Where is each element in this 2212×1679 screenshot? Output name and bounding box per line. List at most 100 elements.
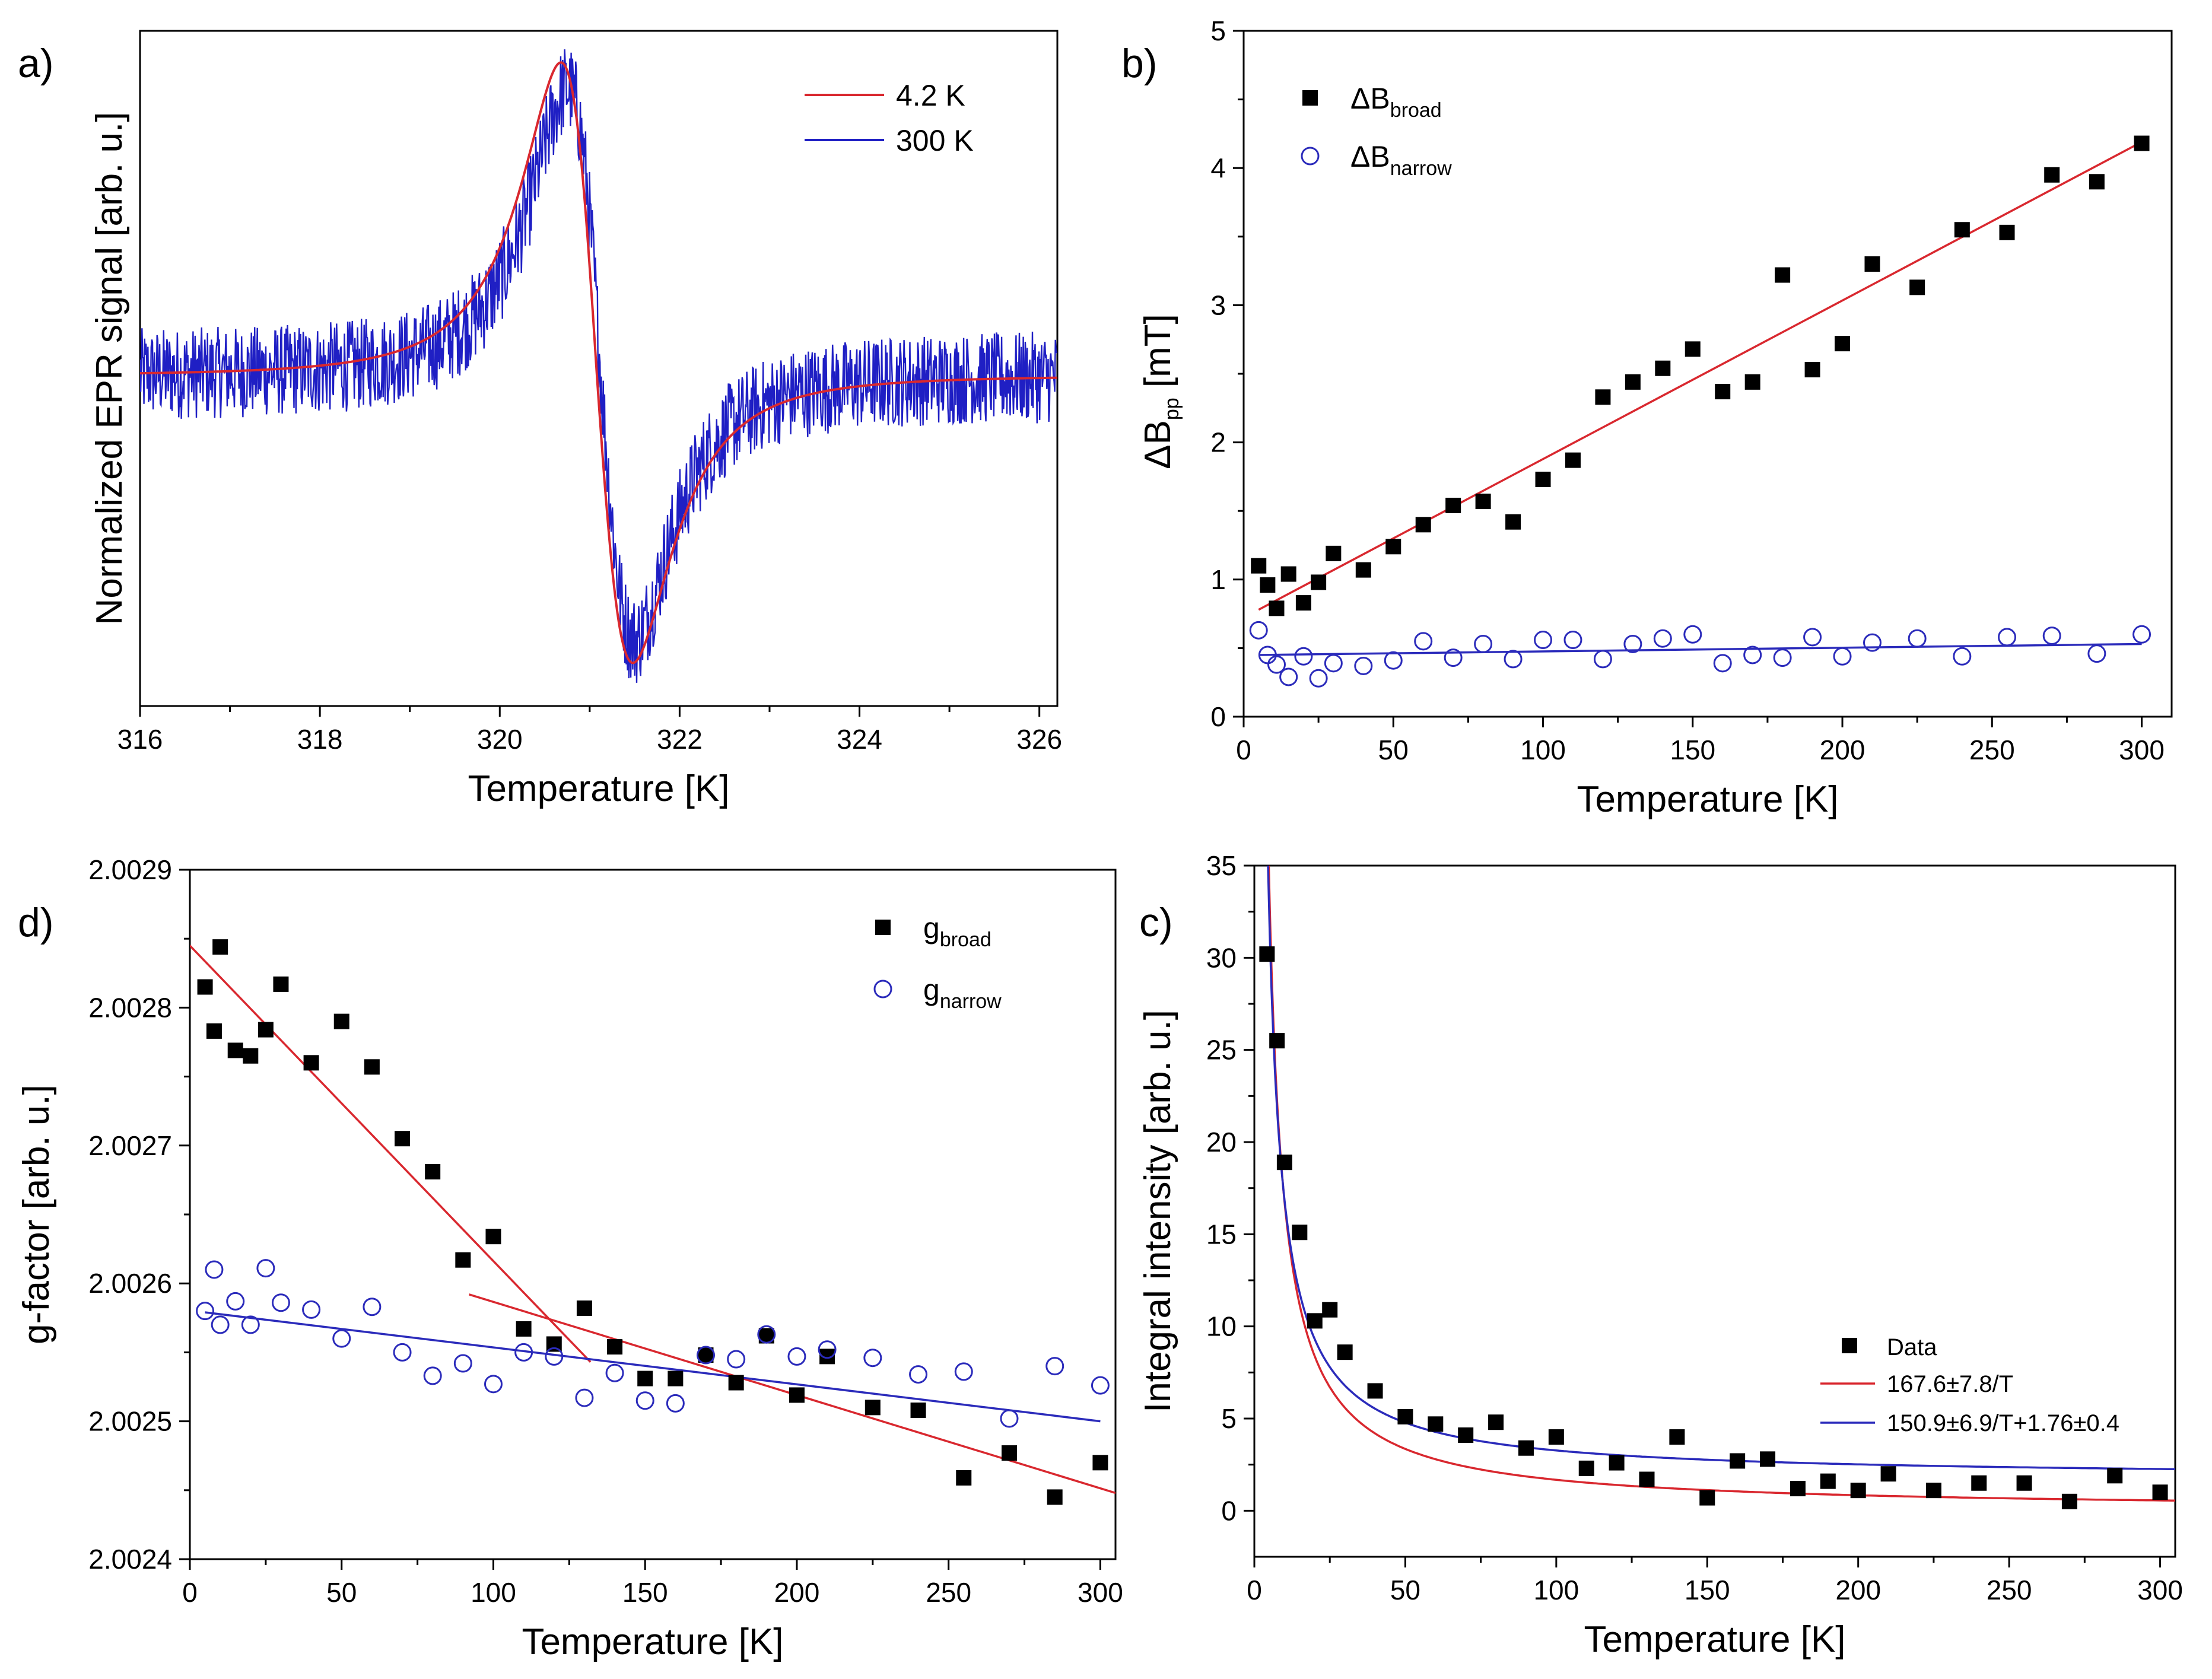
y-tick-label: 2.0028 bbox=[88, 992, 172, 1023]
legend: 4.2 K 300 K bbox=[805, 79, 974, 157]
data-point-narrow bbox=[1863, 633, 1882, 652]
y-tick-label: 4 bbox=[1210, 152, 1226, 183]
legend-marker bbox=[1842, 1338, 1857, 1353]
legend: Data 167.6±7.8/T 150.9±6.9/T+1.76±0.4 bbox=[1820, 1334, 2119, 1436]
data-point-narrow bbox=[697, 1346, 716, 1365]
data-point-broad bbox=[1505, 514, 1521, 530]
data-point-narrow bbox=[575, 1388, 594, 1407]
data-point bbox=[1820, 1473, 1836, 1489]
data-point-narrow bbox=[1309, 669, 1328, 688]
data-point-narrow bbox=[1045, 1357, 1064, 1376]
data-point-broad bbox=[1744, 374, 1760, 390]
data-point-broad bbox=[333, 1013, 349, 1029]
data-point-narrow bbox=[2132, 625, 2151, 644]
data-point bbox=[1518, 1440, 1534, 1456]
y-axis-title: g-factor [arb. u.] bbox=[16, 1085, 57, 1344]
data-point bbox=[2016, 1475, 2032, 1491]
data-point-narrow bbox=[1743, 645, 1762, 664]
data-point-broad bbox=[1355, 562, 1371, 578]
data-point bbox=[1488, 1414, 1504, 1430]
legend-label: 150.9±6.9/T+1.76±0.4 bbox=[1887, 1410, 2119, 1436]
x-tick-label: 50 bbox=[326, 1577, 357, 1608]
panel-label: a) bbox=[18, 41, 53, 86]
x-tick-label: 100 bbox=[471, 1577, 516, 1608]
data-point-broad bbox=[243, 1048, 259, 1064]
x-tick-label: 250 bbox=[1969, 734, 2015, 765]
data-point bbox=[1578, 1460, 1594, 1476]
data-point-broad bbox=[865, 1400, 881, 1416]
fit-line bbox=[1258, 643, 2142, 656]
data-point-broad bbox=[2044, 167, 2060, 183]
data-point-narrow bbox=[196, 1302, 215, 1321]
fit-line bbox=[1258, 141, 2143, 611]
data-point-narrow bbox=[1384, 651, 1403, 670]
data-point-narrow bbox=[211, 1315, 230, 1334]
data-point-broad bbox=[1565, 452, 1581, 468]
data-point-narrow bbox=[1713, 654, 1732, 673]
data-point-narrow bbox=[1593, 650, 1612, 669]
data-point-broad bbox=[1001, 1445, 1017, 1461]
data-point-broad bbox=[1999, 224, 2015, 240]
data-point-broad bbox=[516, 1321, 532, 1337]
panel-label: b) bbox=[1121, 41, 1157, 86]
panel-label: d) bbox=[18, 900, 53, 945]
y-axis-title: ΔBpp [mT] bbox=[1137, 314, 1183, 469]
legend-label: 167.6±7.8/T bbox=[1887, 1371, 2013, 1397]
data-point-narrow bbox=[226, 1292, 245, 1311]
x-tick-label: 300 bbox=[2137, 1575, 2183, 1605]
y-tick-label: 5 bbox=[1221, 1403, 1237, 1434]
data-point-broad bbox=[485, 1229, 501, 1245]
data-point-narrow bbox=[1267, 655, 1286, 674]
data-point-broad bbox=[1595, 389, 1611, 405]
x-tick-label: 0 bbox=[1247, 1575, 1262, 1605]
data-point-narrow bbox=[909, 1365, 928, 1384]
data-point-narrow bbox=[2087, 644, 2106, 663]
x-tick-label: 100 bbox=[1520, 734, 1566, 765]
legend-marker bbox=[873, 980, 892, 999]
legend-marker bbox=[875, 920, 891, 935]
data-point-broad bbox=[212, 939, 228, 955]
y-tick-label: 30 bbox=[1206, 942, 1237, 973]
y-axis-title: Integral intensity [arb. u.] bbox=[1137, 1010, 1178, 1413]
data-point-narrow bbox=[1833, 647, 1852, 666]
x-tick-label: 200 bbox=[1820, 734, 1865, 765]
panel-c-integral-intensity: 0 50 100 150 200 250 300 0 5 10 15 20 25 30 35 Temperat… bbox=[1137, 850, 2183, 1660]
y-tick-label: 2 bbox=[1210, 427, 1226, 458]
x-tick-label: 250 bbox=[926, 1577, 971, 1608]
data-point-narrow bbox=[1653, 629, 1672, 648]
x-tick-label: 100 bbox=[1533, 1575, 1579, 1605]
data-point-narrow bbox=[363, 1298, 382, 1317]
data-point-narrow bbox=[256, 1259, 275, 1278]
x-tick-label: 320 bbox=[477, 724, 523, 755]
data-point-broad bbox=[1804, 362, 1820, 378]
x-tick-label: 0 bbox=[182, 1577, 198, 1608]
data-point-broad bbox=[425, 1163, 441, 1179]
x-tick-label: 250 bbox=[1987, 1575, 2032, 1605]
legend-label: 300 K bbox=[896, 124, 974, 157]
data-point-broad bbox=[1909, 279, 1925, 295]
data-point-broad bbox=[1655, 360, 1671, 376]
data-point-narrow bbox=[1414, 632, 1433, 651]
data-point bbox=[1548, 1429, 1564, 1445]
x-tick-label: 50 bbox=[1378, 734, 1409, 765]
data-point-broad bbox=[668, 1370, 684, 1387]
data-point-broad bbox=[1835, 336, 1851, 352]
data-point-broad bbox=[1295, 595, 1311, 611]
legend-marker bbox=[1301, 147, 1320, 166]
x-tick-label: 324 bbox=[837, 724, 882, 755]
data-point bbox=[1458, 1427, 1474, 1443]
data-point-narrow bbox=[271, 1293, 290, 1312]
data-point-narrow bbox=[954, 1362, 973, 1381]
data-point bbox=[1276, 1155, 1292, 1171]
data-point bbox=[1367, 1383, 1383, 1399]
data-point bbox=[1269, 1033, 1285, 1049]
data-point-narrow bbox=[1324, 654, 1343, 673]
y-tick-label: 2.0024 bbox=[88, 1544, 172, 1575]
data-point bbox=[1259, 946, 1275, 962]
legend-label: gnarrow bbox=[923, 973, 1002, 1013]
data-point-broad bbox=[1415, 517, 1431, 533]
fit-curve bbox=[1267, 866, 2175, 1502]
y-tick-label: 35 bbox=[1206, 850, 1237, 881]
data-point-broad bbox=[1625, 374, 1641, 390]
